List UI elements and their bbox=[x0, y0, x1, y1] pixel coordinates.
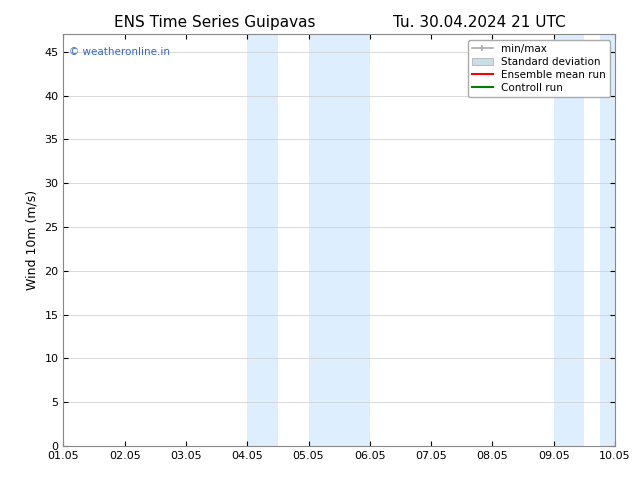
Bar bbox=[553, 34, 585, 446]
Bar bbox=[247, 34, 278, 446]
Bar bbox=[309, 34, 370, 446]
Y-axis label: Wind 10m (m/s): Wind 10m (m/s) bbox=[26, 190, 39, 290]
Legend: min/max, Standard deviation, Ensemble mean run, Controll run: min/max, Standard deviation, Ensemble me… bbox=[467, 40, 610, 97]
Text: ENS Time Series Guipavas: ENS Time Series Guipavas bbox=[114, 15, 316, 30]
Bar bbox=[600, 34, 615, 446]
Text: Tu. 30.04.2024 21 UTC: Tu. 30.04.2024 21 UTC bbox=[393, 15, 566, 30]
Text: © weatheronline.in: © weatheronline.in bbox=[69, 47, 170, 57]
